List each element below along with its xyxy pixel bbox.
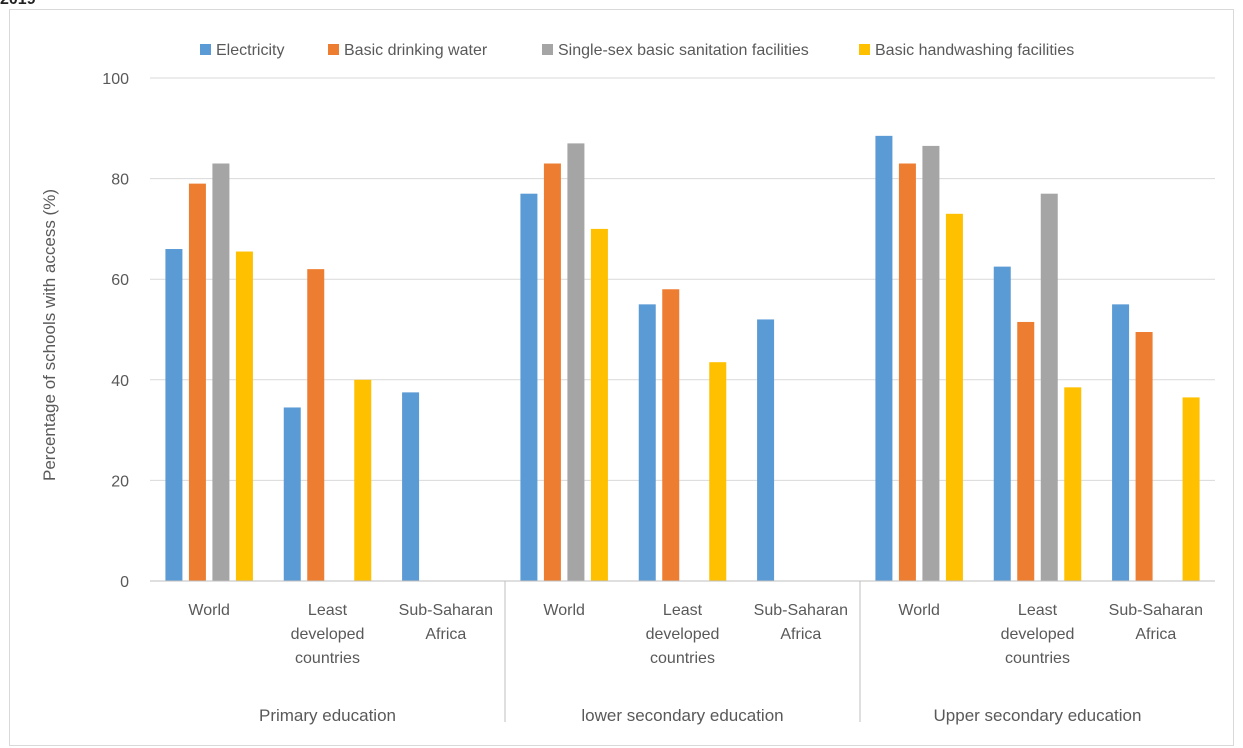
category-label: Sub-Saharan [754,602,848,619]
y-tick-label: 100 [102,71,129,88]
bar [354,379,372,581]
bar [567,143,585,581]
category-labels: World Least developed countries Sub-Saharan A… [188,602,1203,667]
category-label: countries [650,650,715,667]
bar [212,163,230,581]
bar [638,304,656,581]
group-label: lower secondary education [581,706,783,725]
bar [875,135,893,581]
legend-swatch [200,44,211,55]
legend-swatch [859,44,870,55]
category-label: Least [1018,602,1058,619]
y-tick-label: 40 [111,373,129,390]
category-label: Africa [425,626,466,643]
category-label: developed [646,626,720,643]
bar [188,183,206,581]
category-label: countries [295,650,360,667]
category-label: Least [308,602,348,619]
y-tick-label: 60 [111,272,129,289]
category-label: Least [663,602,703,619]
cropped-top-text: 2019 [0,0,36,9]
y-tick-labels: 0 20 40 60 80 100 [102,71,129,591]
bar [1017,321,1035,581]
bar [1064,387,1082,581]
group-labels: Primary education lower secondary educati… [259,706,1141,725]
bar [235,251,253,581]
legend-label: Basic handwashing facilities [875,42,1074,59]
category-label: Africa [780,626,821,643]
bar [993,266,1011,581]
bar [520,193,538,581]
y-axis-label: Percentage of schools with access (%) [40,189,59,481]
bar-chart: 0 20 40 60 80 100 World Least developed countrie… [40,42,1215,725]
category-label: World [188,602,230,619]
x-axis [150,580,1215,722]
y-tick-label: 0 [120,574,129,591]
bar [757,319,775,581]
bar [1112,304,1130,581]
bars [165,135,1200,581]
bar [1182,397,1200,581]
bar [307,269,325,581]
bar [402,392,420,581]
category-label: developed [1001,626,1075,643]
category-label: developed [291,626,365,643]
chart-frame: 0 20 40 60 80 100 World Least developed countrie… [9,9,1234,746]
category-label: Sub-Saharan [1109,602,1203,619]
bar [1135,332,1153,581]
legend-label: Basic drinking water [344,42,488,59]
bar [709,362,727,581]
legend-swatch [328,44,339,55]
bar [945,213,963,581]
category-label: Africa [1135,626,1176,643]
bar [662,289,680,581]
gridlines [150,77,1215,481]
group-label: Upper secondary education [934,706,1142,725]
bar [283,407,301,581]
legend: Electricity Basic drinking water Single-se… [200,42,1074,59]
bar [1040,193,1058,581]
bar [922,145,940,581]
category-label: countries [1005,650,1070,667]
category-label: Sub-Saharan [399,602,493,619]
bar [543,163,561,581]
group-label: Primary education [259,706,396,725]
legend-swatch [542,44,553,55]
category-label: World [543,602,585,619]
bar [165,249,183,581]
category-label: World [898,602,940,619]
y-tick-label: 20 [111,473,129,490]
y-tick-label: 80 [111,172,129,189]
legend-label: Single-sex basic sanitation facilities [558,42,809,59]
bar [590,228,608,581]
bar [898,163,916,581]
legend-label: Electricity [216,42,284,59]
